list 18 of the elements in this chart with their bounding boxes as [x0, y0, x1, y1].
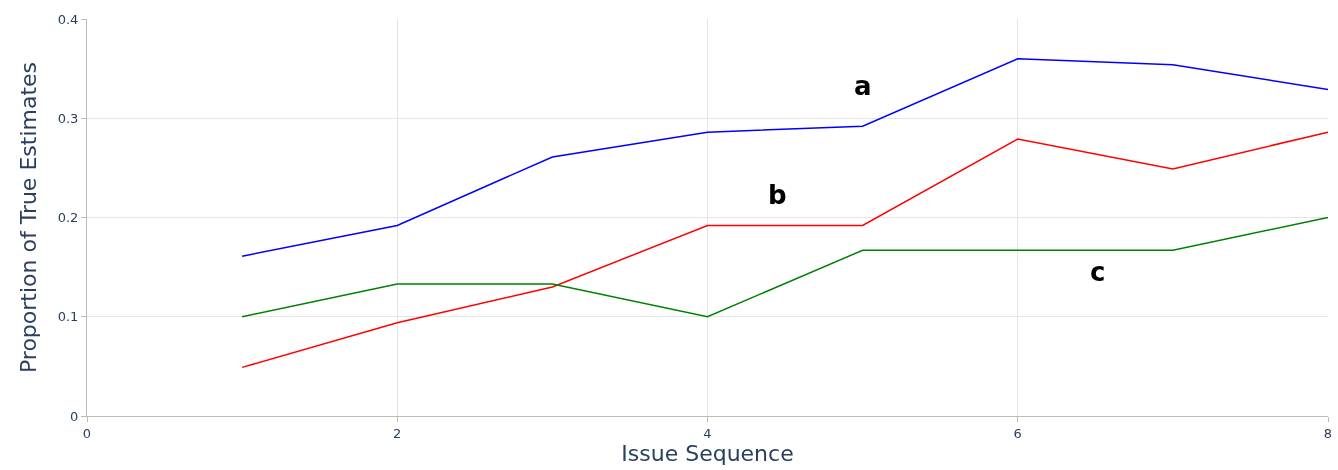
- x-tick-label: 2: [393, 425, 402, 441]
- line-series: [241, 57, 1328, 257]
- series-label: c: [1090, 257, 1106, 287]
- x-tick-label: 0: [82, 425, 92, 441]
- y-tick-label: 0.1: [57, 309, 79, 325]
- x-axis-title: Issue Sequence: [621, 440, 794, 466]
- x-tick-label: 8: [1323, 425, 1333, 441]
- line-series: [241, 216, 1328, 318]
- y-axis-title: Proportion of True Estimates: [15, 61, 41, 374]
- y-tick-label: 0.2: [57, 210, 79, 226]
- y-tick-label: 0: [70, 408, 79, 424]
- series-label: a: [854, 71, 872, 101]
- series-label: b: [768, 180, 787, 210]
- y-tick-label: 0.4: [57, 11, 79, 27]
- x-tick-label: 4: [703, 425, 712, 441]
- x-tick-label: 6: [1013, 425, 1022, 441]
- line-series: [241, 131, 1328, 369]
- y-tick-label: 0.3: [57, 110, 79, 126]
